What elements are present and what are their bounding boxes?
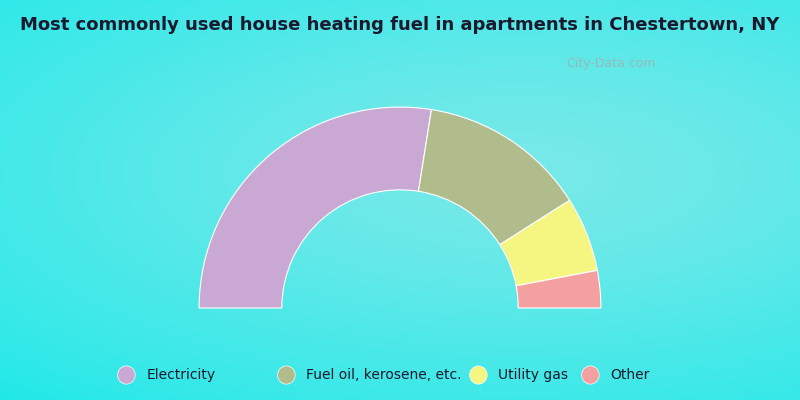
Wedge shape: [418, 110, 570, 245]
Ellipse shape: [278, 366, 295, 384]
Wedge shape: [500, 200, 598, 286]
Ellipse shape: [582, 366, 599, 384]
Ellipse shape: [118, 366, 135, 384]
Wedge shape: [199, 107, 431, 308]
Text: Other: Other: [610, 368, 650, 382]
Text: Electricity: Electricity: [146, 368, 215, 382]
Text: Fuel oil, kerosene, etc.: Fuel oil, kerosene, etc.: [306, 368, 462, 382]
Text: Most commonly used house heating fuel in apartments in Chestertown, NY: Most commonly used house heating fuel in…: [20, 16, 780, 34]
Text: Utility gas: Utility gas: [498, 368, 568, 382]
Wedge shape: [516, 270, 601, 308]
Ellipse shape: [470, 366, 487, 384]
Text: City-Data.com: City-Data.com: [566, 57, 655, 70]
